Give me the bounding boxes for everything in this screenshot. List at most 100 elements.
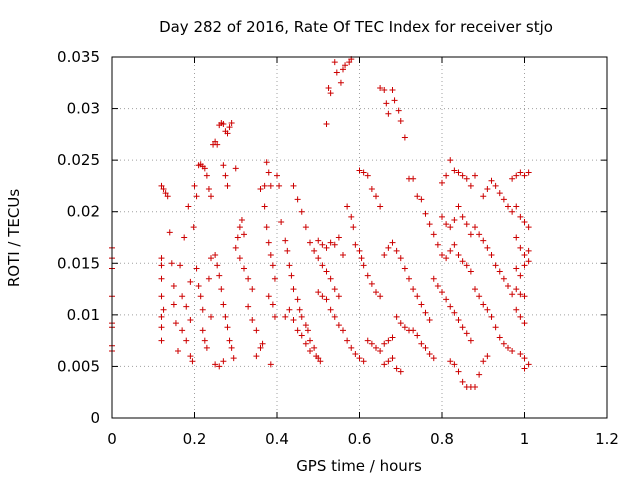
data-point: [513, 172, 520, 179]
data-point: [521, 219, 528, 226]
data-point: [222, 172, 229, 179]
data-point: [278, 219, 285, 226]
data-point: [521, 355, 528, 362]
data-point: [426, 221, 433, 228]
data-point: [364, 337, 371, 344]
data-point: [307, 347, 313, 354]
data-point: [455, 368, 462, 375]
data-point: [451, 361, 458, 368]
data-point: [296, 306, 303, 313]
data-point: [381, 87, 388, 94]
data-point: [241, 265, 247, 272]
data-point: [327, 239, 334, 246]
data-point: [385, 244, 392, 251]
data-point: [342, 62, 349, 69]
data-point: [393, 365, 400, 372]
data-point: [183, 337, 190, 344]
data-point: [199, 327, 206, 334]
data-point: [177, 262, 184, 269]
data-point: [517, 213, 524, 220]
data-point: [509, 291, 516, 298]
axis-ticks: 0 0.2 0.4 0.6 0.8 1 1.2 0 0.005 0.01 0.015 0.02 0.02…: [57, 48, 619, 448]
data-point: [179, 327, 186, 334]
data-point: [500, 275, 507, 282]
y-tick-label: 0: [90, 409, 100, 427]
data-point: [422, 309, 429, 316]
data-point: [459, 378, 466, 385]
data-point: [439, 213, 445, 220]
data-point: [190, 224, 197, 231]
data-point: [337, 79, 344, 86]
data-point: [397, 255, 404, 262]
data-point: [162, 190, 169, 197]
data-point: [323, 296, 330, 303]
data-point: [500, 340, 507, 347]
data-point: [352, 351, 359, 358]
data-point: [395, 107, 402, 114]
data-point: [259, 340, 266, 347]
data-point: [451, 241, 458, 248]
data-point: [331, 59, 338, 66]
data-point: [327, 306, 334, 313]
data-point: [344, 337, 351, 344]
data-point: [220, 121, 227, 128]
data-point: [288, 272, 295, 279]
data-point: [307, 337, 313, 344]
data-point: [410, 327, 417, 334]
data-point: [492, 324, 499, 331]
data-point: [443, 296, 450, 303]
y-tick-label: 0.015: [57, 254, 100, 272]
data-point: [193, 193, 200, 200]
data-point: [368, 186, 375, 193]
data-point: [160, 306, 167, 313]
data-point: [451, 309, 458, 316]
data-point: [463, 262, 470, 269]
data-point: [191, 182, 198, 189]
data-point: [439, 252, 445, 259]
data-point: [241, 231, 247, 238]
data-point: [521, 262, 528, 269]
data-point: [484, 186, 491, 193]
data-point: [391, 97, 398, 104]
data-point: [358, 255, 365, 262]
data-point: [175, 347, 181, 354]
data-point: [447, 247, 454, 254]
data-point: [232, 165, 239, 172]
data-point: [298, 332, 305, 339]
data-point: [385, 337, 392, 344]
data-point: [476, 231, 483, 238]
data-point: [325, 84, 332, 91]
data-point: [467, 337, 474, 344]
data-point: [327, 90, 334, 97]
data-point: [389, 239, 396, 246]
data-point: [158, 293, 165, 300]
data-point: [284, 247, 291, 254]
data-point: [214, 141, 221, 148]
data-point: [294, 196, 301, 203]
data-point: [158, 313, 165, 320]
data-point: [517, 244, 524, 251]
data-point: [430, 355, 437, 362]
data-point: [430, 231, 437, 238]
data-point: [517, 291, 524, 298]
data-point: [307, 239, 313, 246]
data-point: [467, 231, 474, 238]
data-point: [455, 317, 462, 324]
data-point: [488, 177, 495, 184]
data-point: [496, 334, 503, 341]
data-point: [476, 371, 483, 378]
data-point: [216, 363, 223, 370]
data-point: [509, 175, 516, 182]
data-point: [224, 130, 231, 137]
data-point: [261, 203, 268, 210]
data-point: [298, 313, 305, 320]
data-point: [253, 353, 260, 360]
data-point: [505, 344, 511, 351]
data-point: [261, 182, 268, 189]
data-point: [265, 239, 272, 246]
y-tick-label: 0.01: [67, 306, 100, 324]
x-tick-label: 1: [520, 430, 530, 448]
data-point: [302, 224, 309, 231]
data-point: [212, 138, 219, 145]
x-tick-label: 0.4: [265, 430, 289, 448]
